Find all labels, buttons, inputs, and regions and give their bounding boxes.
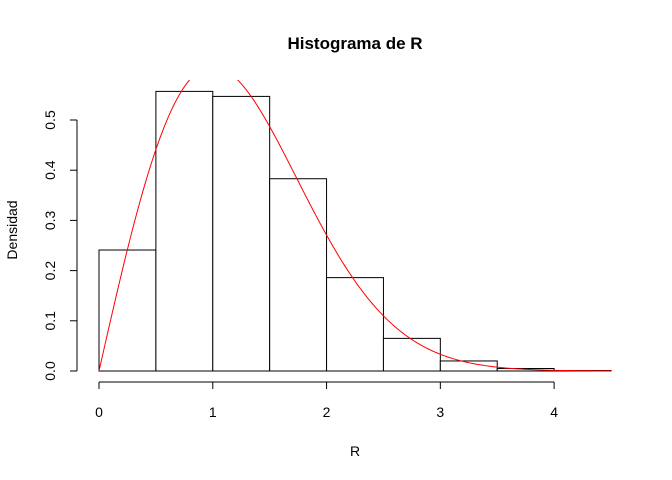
y-tick-label: 0.2: [42, 261, 58, 281]
density-curve: [98, 80, 612, 372]
histogram-bar: [155, 90, 214, 372]
y-tick-label: 0.4: [42, 160, 58, 180]
y-tick-label: 0.0: [42, 361, 58, 381]
x-tick-label: 3: [436, 404, 444, 420]
x-tick-label: 1: [209, 404, 217, 420]
histogram-bar: [382, 337, 441, 372]
y-tick-label: 0.1: [42, 311, 58, 331]
histogram-bar: [98, 249, 157, 372]
x-tick-label: 2: [323, 404, 331, 420]
histogram-bar: [326, 277, 384, 372]
y-tick-label: 0.3: [42, 210, 58, 230]
x-tick-label: 0: [95, 404, 103, 420]
x-tick-label: 4: [550, 404, 558, 420]
histogram-bar: [439, 360, 498, 372]
histogram-bars: [98, 90, 612, 372]
histogram-bar: [269, 178, 328, 372]
y-axis-label: Densidad: [4, 200, 20, 259]
x-axis-label: R: [350, 443, 360, 459]
histogram-bar: [212, 95, 271, 372]
density-curve-layer: [98, 80, 612, 372]
y-tick-label: 0.5: [42, 110, 58, 130]
x-axis: 0 1 2 3 4: [95, 381, 558, 420]
chart-title: Histograma de R: [287, 34, 422, 53]
y-axis: 0.0 0.1 0.2 0.3 0.4 0.5: [42, 110, 78, 381]
